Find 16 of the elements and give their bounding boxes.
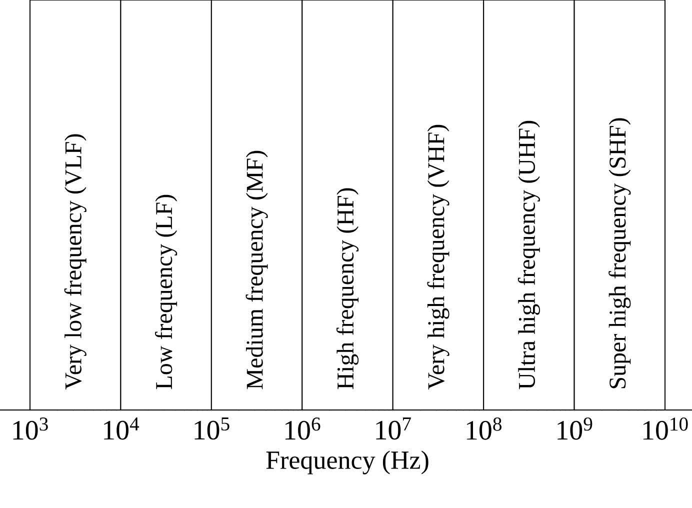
annotation: Ultra high frequency (UHF) — [518, 120, 540, 390]
x-tick-label: 10$^{8}$ — [466, 418, 502, 440]
annotation: Medium frequency (MF) — [246, 150, 268, 390]
x-tick-label: 10$^{7}$ — [376, 418, 411, 440]
x-tick-label: 10$^{10}$ — [643, 418, 688, 440]
x-tick-label: 10$^{9}$ — [558, 418, 592, 440]
x-tick-label: 10$^{3}$ — [13, 418, 48, 440]
x-tick-label: 10$^{4}$ — [104, 418, 140, 440]
annotation: Low frequency (LF) — [155, 194, 178, 390]
annotation: High frequency (HF) — [336, 188, 359, 390]
x-tick-label: 10$^{5}$ — [194, 418, 230, 440]
x-tick-label: 10$^{6}$ — [285, 418, 320, 440]
x-axis-title: Frequency (Hz) — [266, 450, 428, 474]
annotation: Super high frequency (SHF) — [608, 118, 631, 388]
annotation: Very high frequency (VHF) — [427, 124, 450, 390]
annotation: Very low frequency (VLF) — [64, 134, 86, 390]
